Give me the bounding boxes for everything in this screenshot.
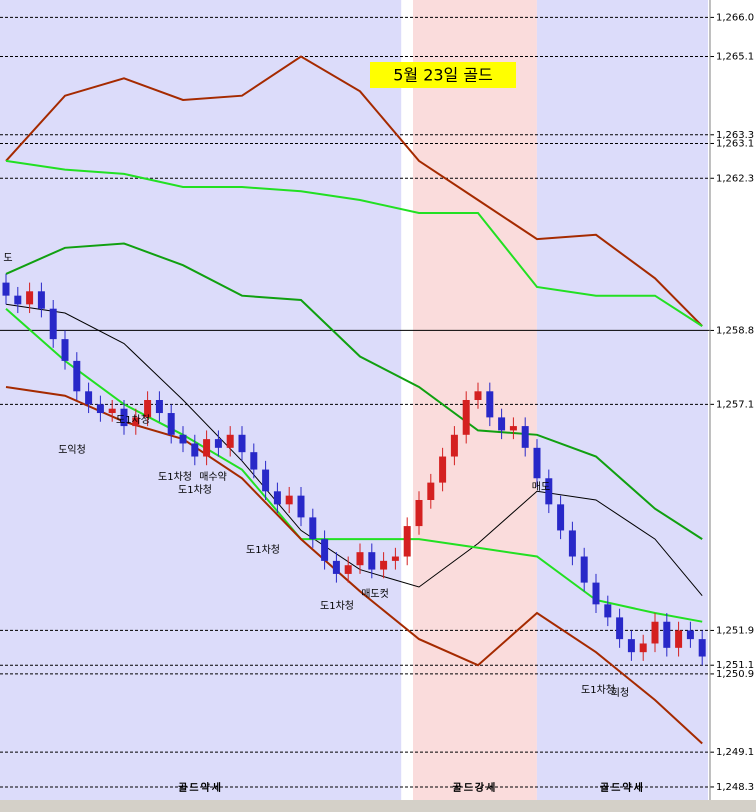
y-tick-label: 1,263.3 [716,130,754,141]
annotation: 도1차청 [581,684,615,696]
candle-body [203,439,211,457]
annotation: 도1차청 [246,544,280,556]
candle-body [179,434,187,444]
annotation: 도익청 [58,444,86,456]
candle-body [226,434,234,448]
candle-body [297,495,305,518]
candle-body [85,391,93,405]
candle-body [250,452,258,470]
candle-body [309,517,317,540]
candle-body [651,621,659,644]
candle-body [37,291,45,309]
y-tick-label: 1,263.1 [716,138,754,149]
candle-body [391,556,399,561]
candle-body [14,295,22,305]
toolbar [0,800,756,812]
title-box [370,62,516,88]
candle-body [214,439,222,448]
candle-body [462,400,470,435]
candle-body [344,565,352,574]
y-tick-label: 1,251.9 [716,625,754,636]
candle-body [592,582,600,605]
candle-body [568,530,576,557]
zone-label: 골드강세 [453,781,498,794]
candle-body [521,426,529,448]
annotation: 도1차청 [178,484,212,496]
candle-body [557,504,565,531]
indicator-line [5,242,703,540]
y-tick-label: 1,262.3 [716,173,754,184]
annotation: 도 [3,253,12,264]
candle-body [439,456,447,483]
candle-body [73,360,81,392]
candle-body [321,539,329,561]
candle-body [474,391,482,400]
candle-body [498,417,506,431]
candle-body [96,404,104,414]
annotation: 매도컷 [361,588,389,600]
candle-body [132,417,140,427]
candle-body [580,556,588,583]
candle-body [380,560,388,570]
candle-body [120,408,128,427]
candle-body [616,617,624,640]
y-tick-label: 1,258.8 [716,325,754,336]
candle-body [191,443,199,457]
candle-body [144,400,152,418]
candle-body [167,413,175,435]
candle-body [675,630,683,648]
y-tick-label: 1,265.1 [716,52,754,63]
zone-label: 골드약세 [600,781,645,794]
chart-title: 5월 23일 골드 [393,66,493,85]
candle-body [533,447,541,479]
candle-body [698,639,706,657]
y-tick-label: 1,249.1 [716,747,754,758]
candle-body [486,391,494,418]
candle-body [427,482,435,500]
candle-body [273,491,281,505]
indicator-line [5,159,703,327]
candle-body [639,643,647,653]
candle-body [155,400,163,414]
candle-body [627,639,635,653]
candle-body [49,308,57,340]
candle-body [262,469,270,492]
candle-body [604,604,612,618]
zone [0,0,402,800]
candle-body [663,621,671,648]
y-tick-label: 1,248.3 [716,782,754,793]
candle-body [285,495,293,505]
annotation: 도1차청 [158,471,192,483]
candle-body [61,339,69,361]
annotation: 매도 [532,481,550,493]
candle-body [509,426,517,431]
annotation: 도1차청 [320,600,354,612]
annotation: 매수약 [199,471,227,483]
y-tick-label: 1,250.9 [716,669,754,680]
candle-body [108,408,116,414]
y-tick-label: 1,257.1 [716,399,754,410]
candle-body [415,500,423,527]
zone-label: 골드약세 [178,781,223,794]
candle-body [356,552,364,566]
y-tick-label: 1,251.1 [716,660,754,671]
zone [536,0,708,800]
candle-body [403,526,411,557]
candle-body [368,552,376,570]
annotation: 회청 [611,687,629,699]
candle-body [545,478,553,505]
annotation: 도1차청 [116,414,150,426]
candle-body [686,630,694,640]
candle-body [238,434,246,453]
candle-body [332,560,340,574]
y-tick-label: 1,266.0 [716,12,754,23]
candle-body [26,291,34,305]
indicator-line [5,55,703,327]
candle-body [2,282,10,296]
candle-body [450,434,458,457]
